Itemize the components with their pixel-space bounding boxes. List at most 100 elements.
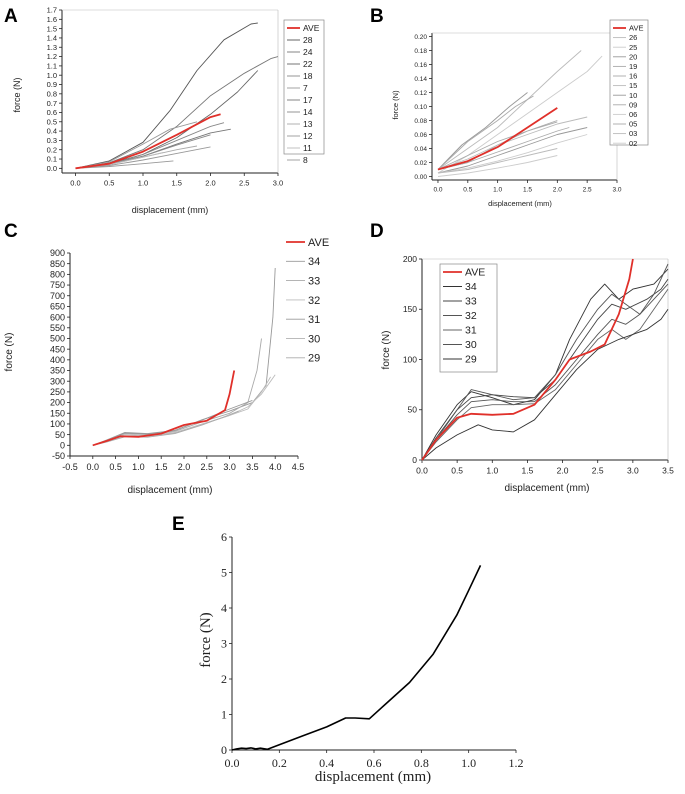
- series-line-29: [92, 410, 239, 446]
- panel-label: D: [370, 221, 384, 242]
- y-tick-label: 350: [50, 366, 65, 376]
- x-tick-label: 2.5: [201, 462, 214, 472]
- legend-label: 33: [465, 296, 477, 308]
- series-line-05: [437, 127, 570, 170]
- x-tick-label: 4.0: [269, 462, 282, 472]
- y-tick-label: 750: [50, 280, 65, 290]
- legend-label: 18: [303, 71, 313, 81]
- x-tick-label: 1.2: [509, 756, 524, 770]
- y-tick-label: 0.16: [414, 62, 427, 69]
- series-line-E: [231, 565, 482, 751]
- x-tick-label: 1.0: [486, 466, 498, 476]
- x-tick-label: 0.0: [70, 179, 80, 188]
- x-tick-label: 2.5: [239, 179, 249, 188]
- legend-label: 12: [303, 131, 313, 141]
- y-tick-label: 0.9: [47, 80, 57, 89]
- series-line-10: [437, 127, 588, 174]
- series-line-AVE: [75, 113, 221, 170]
- x-tick-label: 0.8: [414, 756, 429, 770]
- y-tick-label: 50: [55, 430, 65, 440]
- y-tick-label: 0.10: [414, 104, 427, 111]
- x-tick-label: 0.5: [109, 462, 122, 472]
- x-tick-label: 1.5: [522, 466, 534, 476]
- series-line-7: [75, 121, 198, 169]
- y-tick-label: 0: [221, 743, 227, 757]
- panel-a: A0.0 0.5 1.0 1.5 2.0 2.5 3.00.00.10.20.30.40.5…: [4, 6, 325, 215]
- panel-d: D 0.0 0.5 1.0 1.5 2.0 2.5 3.0 3.5 0 50 100 150 200 dis…: [370, 221, 674, 494]
- legend-label: 13: [303, 119, 313, 129]
- legend-label: 05: [629, 120, 637, 129]
- y-axis-title: force (N): [12, 77, 22, 112]
- legend-label: 10: [629, 91, 637, 100]
- x-tick-label: 0.0: [87, 462, 100, 472]
- y-tick-label: 0.0: [47, 164, 57, 173]
- y-axis-title: force (N): [198, 612, 214, 667]
- panel-label: B: [370, 6, 384, 27]
- y-tick-label: 600: [50, 312, 65, 322]
- x-axis-title: displacement (mm): [504, 483, 589, 494]
- y-tick-label: 0.7: [47, 99, 57, 108]
- series-line-30: [421, 263, 669, 461]
- series-line-20: [437, 92, 528, 170]
- y-tick-label: 100: [50, 419, 65, 429]
- y-tick-label: 1.7: [47, 6, 57, 15]
- legend-label: 8: [303, 155, 308, 165]
- x-tick-label: 0.5: [104, 179, 114, 188]
- x-tick-label: 1.0: [132, 462, 145, 472]
- y-tick-label: 450: [50, 344, 65, 354]
- legend-label: 32: [465, 310, 477, 322]
- y-tick-label: 0.08: [414, 118, 427, 125]
- x-tick-label: 0.0: [433, 187, 442, 194]
- legend-label: 06: [629, 110, 637, 119]
- y-tick-label: 0.1: [47, 155, 57, 164]
- series-line-02: [437, 155, 558, 177]
- y-tick-label: 0.8: [47, 89, 57, 98]
- x-tick-label: 3.5: [246, 462, 259, 472]
- y-tick-label: 0: [412, 455, 417, 465]
- series-line-06: [437, 134, 588, 174]
- legend-label: 25: [629, 43, 637, 52]
- series-line-32: [421, 283, 669, 461]
- x-axis-title: displacement (mm): [488, 199, 552, 208]
- y-tick-label: 4: [221, 601, 227, 615]
- panel-c: C-0.5 0.0 0.5 1.0 1.5 2.0 2.5 3.0 3.5 4.0 4.5-5005…: [4, 221, 329, 496]
- y-tick-label: 0.12: [414, 90, 427, 97]
- x-tick-label: 3.5: [662, 466, 674, 476]
- legend-label: AVE: [629, 24, 643, 33]
- legend-label: 22: [303, 59, 313, 69]
- x-tick-label: 0.0: [225, 756, 240, 770]
- x-tick-label: 2.0: [178, 462, 191, 472]
- legend-label: 09: [629, 100, 637, 109]
- y-tick-label: 300: [50, 376, 65, 386]
- y-tick-label: 0.2: [47, 145, 57, 154]
- x-axis-title: displacement (mm): [132, 205, 209, 215]
- series-line-19: [437, 95, 534, 170]
- legend-label: 34: [308, 256, 320, 268]
- legend-label: AVE: [308, 237, 329, 249]
- y-tick-label: 0.02: [414, 160, 427, 167]
- legend-label: 03: [629, 129, 637, 138]
- y-tick-label: 2: [221, 672, 227, 686]
- series-line-34: [92, 267, 276, 446]
- x-tick-label: 2.0: [557, 466, 569, 476]
- y-tick-label: 0: [60, 440, 65, 450]
- y-tick-label: 1.2: [47, 52, 57, 61]
- y-tick-label: 0.5: [47, 117, 57, 126]
- y-tick-label: 3: [221, 637, 227, 651]
- x-tick-label: 1.0: [138, 179, 148, 188]
- y-tick-label: 200: [403, 254, 417, 264]
- y-tick-label: 150: [403, 304, 417, 314]
- y-axis-title: force (N): [4, 333, 15, 372]
- series-line-8: [75, 160, 174, 169]
- x-tick-label: 3.0: [627, 466, 639, 476]
- x-tick-label: 0.2: [272, 756, 287, 770]
- legend-box: [283, 19, 325, 155]
- y-tick-label: 1.0: [47, 71, 57, 80]
- panel-label: C: [4, 221, 18, 242]
- x-tick-label: 4.5: [292, 462, 305, 472]
- legend-label: 24: [303, 47, 313, 57]
- legend-label: 34: [465, 281, 477, 293]
- legend-label: 31: [308, 314, 320, 326]
- x-tick-label: 0.6: [367, 756, 382, 770]
- y-tick-label: 100: [403, 354, 417, 364]
